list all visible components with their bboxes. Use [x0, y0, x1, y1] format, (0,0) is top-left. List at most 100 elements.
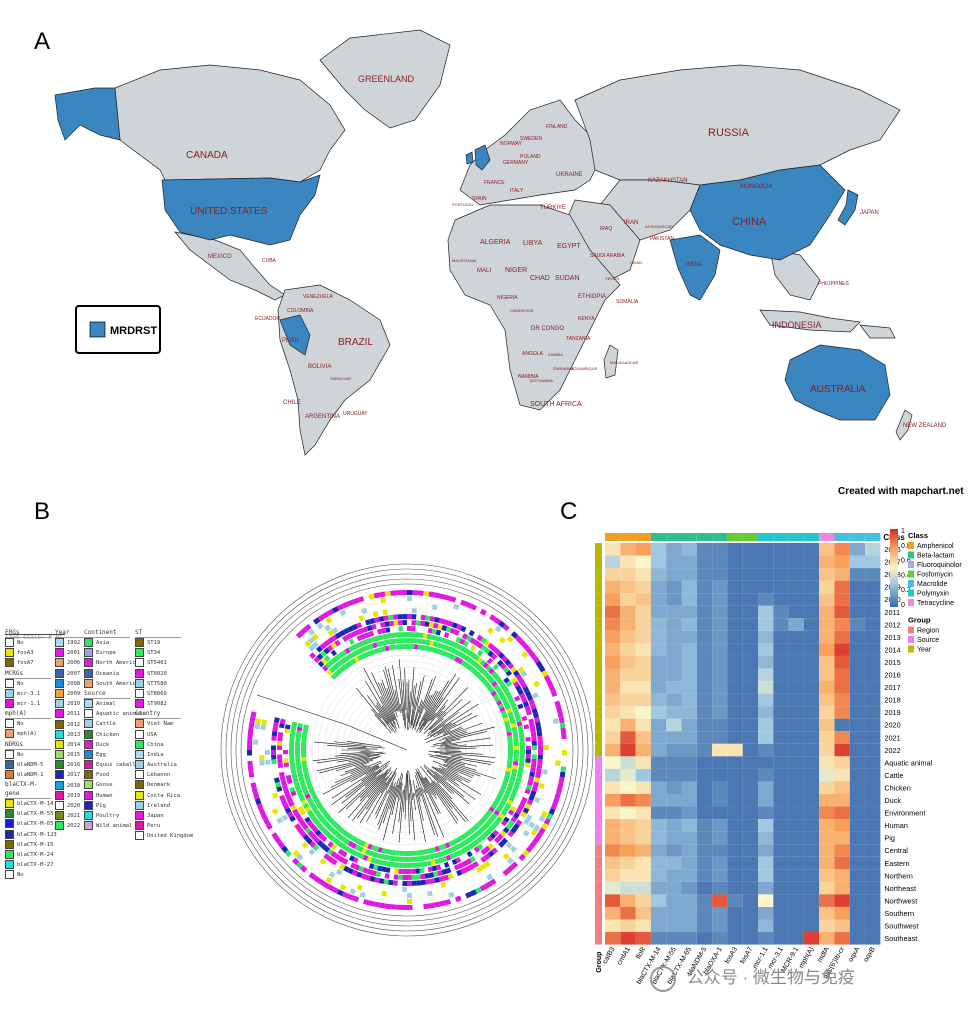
- tree-ring-cell: [333, 671, 340, 678]
- tree-ring-cell: [396, 596, 402, 602]
- tree-ring-cell: [523, 724, 530, 730]
- tree-ring-cell: [539, 694, 547, 702]
- tree-ring-cell: [356, 635, 363, 642]
- tree-ring-cell: [541, 720, 547, 727]
- canada-shape: [114, 64, 346, 183]
- tree-ring-cell: [395, 638, 400, 644]
- heatmap-cell: [742, 932, 758, 945]
- legend-swatch: [84, 760, 93, 770]
- heatmap-cell: [788, 580, 804, 594]
- tree-ring-cell: [260, 769, 267, 776]
- tree-ring-cell: [370, 857, 376, 864]
- tree-ring-cell: [372, 864, 379, 871]
- tree-ring-cell: [377, 884, 384, 890]
- heatmap-cell: [758, 681, 774, 694]
- tree-ring-cell: [537, 750, 543, 755]
- tree-ring-cell: [518, 707, 525, 714]
- tree-ring-cell: [550, 803, 558, 810]
- tree-ring-cell: [275, 781, 282, 788]
- tree-ring-cell: [521, 778, 528, 785]
- heatmap-cell: [758, 630, 774, 644]
- tree-branch: [412, 706, 419, 730]
- tree-ring-cell: [369, 618, 376, 625]
- tree-ring-cell: [381, 847, 387, 854]
- tree-ring-cell: [438, 844, 444, 851]
- tree-ring-cell: [265, 750, 271, 755]
- tree-ring-cell: [508, 698, 515, 705]
- tree-ring-cell: [379, 902, 386, 909]
- heatmap-cell: [742, 668, 758, 682]
- legend-swatch: [5, 819, 14, 829]
- tree-legend-label: Poultry: [96, 813, 120, 819]
- tree-ring-cell: [354, 649, 361, 656]
- heatmap-cell: [803, 919, 820, 933]
- map-label-madagascar: MADAGASCAR: [610, 360, 639, 365]
- heatmap-cell: [712, 932, 728, 945]
- heatmap-cell: [666, 568, 682, 581]
- heatmap-cell: [712, 681, 728, 694]
- heatmap-cell: [712, 593, 728, 606]
- heatmap-cell: [742, 844, 758, 857]
- tree-ring-cell: [314, 809, 321, 816]
- tree-legend-item: fosA3: [5, 648, 57, 658]
- tree-ring-cell: [469, 666, 476, 673]
- tree-ring-cell: [541, 794, 548, 801]
- tree-ring-cell: [519, 737, 525, 743]
- tree-ring-cell: [403, 850, 407, 856]
- tree-ring-cell: [325, 814, 332, 821]
- tree-branch: [424, 694, 433, 711]
- tree-ring-cell: [561, 744, 567, 750]
- tree-legend-item: Costa Rica: [135, 790, 193, 801]
- tree-ring-cell: [412, 898, 418, 904]
- class-bar-cell: [742, 533, 758, 541]
- tree-ring-cell: [512, 730, 518, 736]
- heatmap-cell: [605, 894, 621, 907]
- tree-ring-cell: [391, 892, 398, 898]
- heatmap-cell: [620, 894, 636, 907]
- tree-ring-cell: [557, 711, 564, 718]
- tree-ring-cell: [426, 860, 432, 867]
- tree-ring-cell: [304, 868, 312, 877]
- tree-ring-cell: [493, 836, 501, 844]
- tree-ring-cell: [525, 825, 533, 833]
- heatmap-cell: [803, 618, 820, 631]
- heatmap-cell: [834, 869, 850, 882]
- tree-ring-cell: [382, 860, 388, 867]
- tree-branch: [408, 667, 415, 730]
- heatmap-cell: [849, 693, 866, 707]
- heatmap-cell: [666, 668, 682, 682]
- heatmap-cell: [849, 756, 866, 769]
- heatmap-cell: [712, 881, 728, 895]
- tree-ring-cell: [289, 753, 295, 759]
- group-bar-cell: [595, 768, 602, 782]
- heatmap-cell: [712, 894, 728, 907]
- map-label-sudan: SUDAN: [555, 275, 580, 282]
- tree-branch: [378, 781, 396, 830]
- tree-legend-item: 1992: [55, 638, 101, 648]
- tree-ring-cell: [314, 829, 322, 837]
- heatmap-cell: [849, 681, 866, 694]
- australia-shape: [784, 344, 891, 421]
- tree-ring-cell: [502, 845, 510, 853]
- tree-ring-cell: [494, 625, 502, 633]
- tree-ring-cell: [377, 865, 383, 872]
- heatmap-cell: [819, 856, 835, 870]
- tree-ring-cell: [510, 666, 518, 674]
- legend-swatch: [84, 811, 93, 820]
- tree-ring-cell: [284, 770, 291, 776]
- tree-ring-cell: [395, 904, 402, 910]
- heatmap-cell: [727, 856, 743, 870]
- tree-ring-cell: [506, 694, 514, 701]
- heatmap-cell: [758, 794, 774, 807]
- tree-ring-cell: [476, 858, 484, 866]
- heatmap-cell: [849, 630, 866, 644]
- heatmap-cell: [773, 932, 789, 945]
- heatmap-cell: [773, 681, 789, 694]
- tree-branch: [424, 777, 437, 796]
- tree-ring-cell: [531, 745, 537, 750]
- tree-ring-cell: [483, 639, 491, 647]
- tree-ring-cell: [431, 628, 437, 635]
- tree-ring-cell: [343, 865, 350, 873]
- tree-ring-cell: [440, 612, 447, 619]
- heatmap-cell: [849, 618, 866, 631]
